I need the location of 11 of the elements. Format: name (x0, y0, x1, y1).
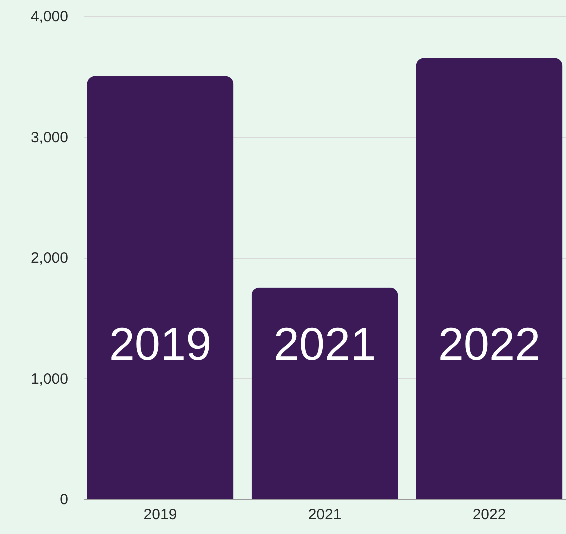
text: 2021 (308, 506, 342, 524)
y-tick-label: 2,000 (30, 250, 68, 267)
text: 2019 (144, 506, 178, 524)
x-tick-label: 2022 (438, 318, 541, 370)
y-tick-label: 4,000 (30, 8, 68, 26)
y-tick-label: 1,000 (30, 370, 68, 388)
text: 2022 (472, 506, 506, 524)
x-tick-label: 2021 (274, 318, 376, 370)
x-tick-label: 2019 (109, 318, 212, 370)
y-tick-label: 3,000 (30, 129, 68, 146)
y-tick-label: 0 (60, 492, 68, 508)
